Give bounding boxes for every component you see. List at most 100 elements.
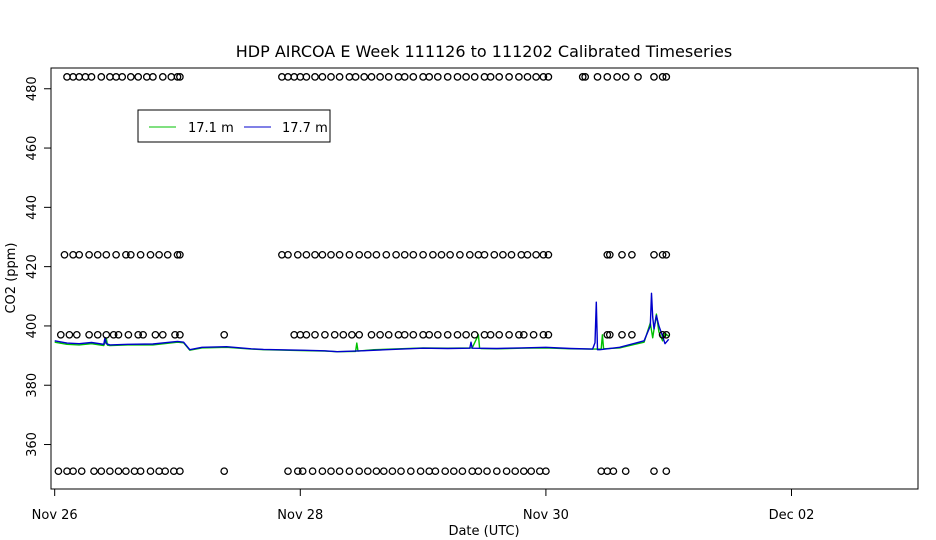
marker-point-351 — [169, 467, 178, 476]
marker-point-397 — [290, 330, 299, 339]
marker-point-397 — [72, 330, 81, 339]
marker-point-424 — [628, 250, 636, 259]
marker-point-424 — [544, 250, 553, 259]
marker-point-484 — [376, 73, 384, 81]
plot-frame — [50, 67, 919, 490]
x-tick-label-nov-28: Nov 28 — [277, 508, 323, 523]
marker-point-484 — [650, 73, 658, 81]
marker-point-424 — [155, 250, 163, 259]
marker-point-397 — [486, 330, 495, 339]
marker-point-397 — [433, 330, 442, 339]
marker-point-424 — [456, 250, 464, 259]
marker-point-484 — [351, 73, 360, 81]
marker-point-484 — [539, 73, 548, 81]
marker-point-397 — [384, 330, 393, 339]
marker-point-397 — [302, 330, 311, 339]
marker-point-397 — [102, 330, 111, 339]
marker-point-351 — [449, 467, 458, 476]
marker-point-351 — [155, 467, 163, 476]
marker-point-484 — [443, 73, 452, 81]
marker-point-397 — [603, 330, 612, 339]
marker-point-484 — [621, 73, 630, 81]
marker-point-397 — [220, 330, 229, 339]
series-layer — [54, 292, 670, 353]
marker-point-484 — [118, 73, 127, 81]
marker-point-397 — [394, 330, 403, 339]
marker-point-397 — [151, 330, 160, 339]
marker-point-484 — [327, 73, 335, 81]
marker-point-351 — [603, 467, 612, 476]
marker-point-484 — [284, 73, 292, 81]
marker-point-424 — [474, 250, 483, 259]
marker-point-424 — [465, 250, 474, 259]
marker-point-484 — [634, 73, 642, 81]
y-tick-label-420: 420 — [25, 254, 40, 279]
marker-point-397 — [296, 330, 305, 339]
y-tick-label-400: 400 — [25, 314, 40, 339]
marker-point-484 — [335, 73, 344, 81]
marker-point-484 — [290, 73, 299, 81]
y-tick-label-480: 480 — [25, 76, 40, 101]
marker-point-397 — [628, 330, 636, 339]
marker-point-397 — [529, 330, 538, 339]
marker-point-351 — [161, 467, 170, 476]
marker-point-484 — [63, 73, 71, 81]
marker-point-351 — [542, 467, 550, 476]
marker-point-424 — [618, 250, 626, 259]
marker-point-351 — [284, 467, 292, 476]
marker-point-397 — [515, 330, 523, 339]
marker-point-351 — [308, 467, 317, 476]
marker-point-484 — [523, 73, 532, 81]
y-tick-label-460: 460 — [25, 136, 40, 161]
marker-point-424 — [429, 250, 437, 259]
marker-point-424 — [345, 250, 354, 259]
marker-point-424 — [146, 250, 155, 259]
marker-point-484 — [532, 73, 540, 81]
marker-point-484 — [394, 73, 403, 81]
marker-point-424 — [437, 250, 446, 259]
marker-point-351 — [335, 467, 344, 476]
marker-point-424 — [446, 250, 454, 259]
x-axis-title: Date (UTC) — [448, 524, 519, 539]
marker-point-424 — [302, 250, 311, 259]
marker-point-484 — [278, 73, 286, 81]
marker-point-484 — [603, 73, 612, 81]
marker-point-484 — [453, 73, 462, 81]
marker-point-351 — [431, 467, 440, 476]
marker-point-397 — [109, 330, 118, 339]
marker-point-351 — [406, 467, 415, 476]
marker-point-484 — [81, 73, 90, 81]
marker-point-484 — [662, 73, 671, 81]
marker-point-397 — [480, 330, 489, 339]
marker-point-397 — [65, 330, 74, 339]
marker-point-351 — [63, 467, 71, 476]
marker-point-351 — [502, 467, 511, 476]
marker-point-484 — [134, 73, 143, 81]
y-tick-label-380: 380 — [25, 373, 40, 398]
marker-point-424 — [355, 250, 364, 259]
marker-point-424 — [136, 250, 145, 259]
marker-point-484 — [593, 73, 602, 81]
marker-point-397 — [85, 330, 93, 339]
marker-point-397 — [605, 330, 614, 339]
marker-point-351 — [425, 467, 434, 476]
marker-point-397 — [114, 330, 123, 339]
marker-point-397 — [453, 330, 462, 339]
y-axis: 360 380 400 420 440 460 480 — [25, 76, 51, 457]
marker-point-484 — [495, 73, 504, 81]
marker-point-397 — [56, 330, 65, 339]
marker-point-351 — [650, 467, 658, 476]
marker-point-397 — [171, 330, 179, 339]
marker-point-424 — [517, 250, 526, 259]
marker-point-424 — [532, 250, 540, 259]
marker-point-397 — [367, 330, 376, 339]
marker-point-484 — [433, 73, 442, 81]
marker-point-484 — [69, 73, 77, 81]
marker-point-397 — [376, 330, 384, 339]
marker-point-351 — [441, 467, 450, 476]
marker-point-424 — [392, 250, 400, 259]
marker-point-397 — [443, 330, 452, 339]
marker-point-351 — [220, 467, 229, 476]
marker-point-484 — [360, 73, 369, 81]
y-tick-label-440: 440 — [25, 195, 40, 220]
